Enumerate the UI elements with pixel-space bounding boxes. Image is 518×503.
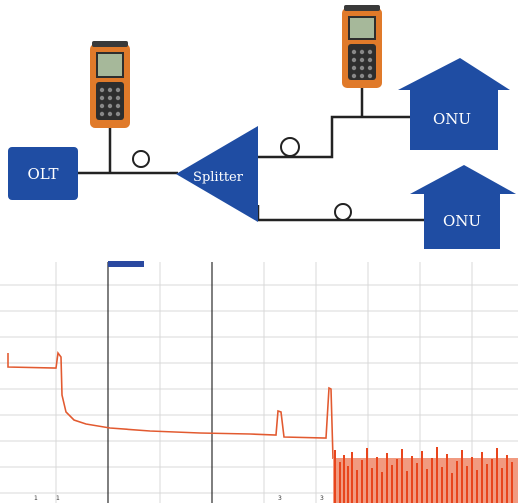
otdr-device-icon: [342, 5, 382, 88]
onu-top-label: ONU: [433, 110, 471, 128]
pon-diagram: OLT Splitter ONU ONU: [8, 5, 516, 249]
olt-node: OLT: [8, 147, 78, 200]
fiber-splitter-to-onu-top: [258, 115, 410, 159]
onu-bottom-roof: [410, 165, 516, 194]
fiber-coil-2: [280, 137, 300, 157]
splitter-node: Splitter: [176, 126, 258, 222]
onu-bottom-body: [424, 192, 500, 249]
otdr-trace-panel: 1 1 3 3: [0, 258, 518, 503]
olt-box: [8, 147, 78, 200]
onu-top-node: ONU: [398, 58, 510, 150]
event-mark-3: 3: [278, 495, 282, 502]
event-mark-4: 3: [320, 495, 324, 502]
splitter-shape: [176, 126, 258, 222]
fiber-coil-1: [132, 150, 150, 168]
splitter-label: Splitter: [193, 170, 244, 185]
fiber-coil-3: [334, 203, 352, 221]
event-mark-1: 1: [34, 495, 38, 502]
onu-top-roof: [398, 58, 510, 90]
olt-label: OLT: [27, 165, 58, 183]
onu-bottom-label: ONU: [443, 212, 481, 230]
otdr-device-icon: [90, 41, 130, 128]
onu-top-body: [410, 88, 498, 150]
onu-bottom-node: ONU: [410, 165, 516, 249]
cursor-a-tag[interactable]: [108, 261, 144, 267]
event-mark-2: 1: [56, 495, 60, 502]
otdr-trace-line: [7, 350, 334, 460]
otdr-noise-floor: [333, 447, 518, 503]
